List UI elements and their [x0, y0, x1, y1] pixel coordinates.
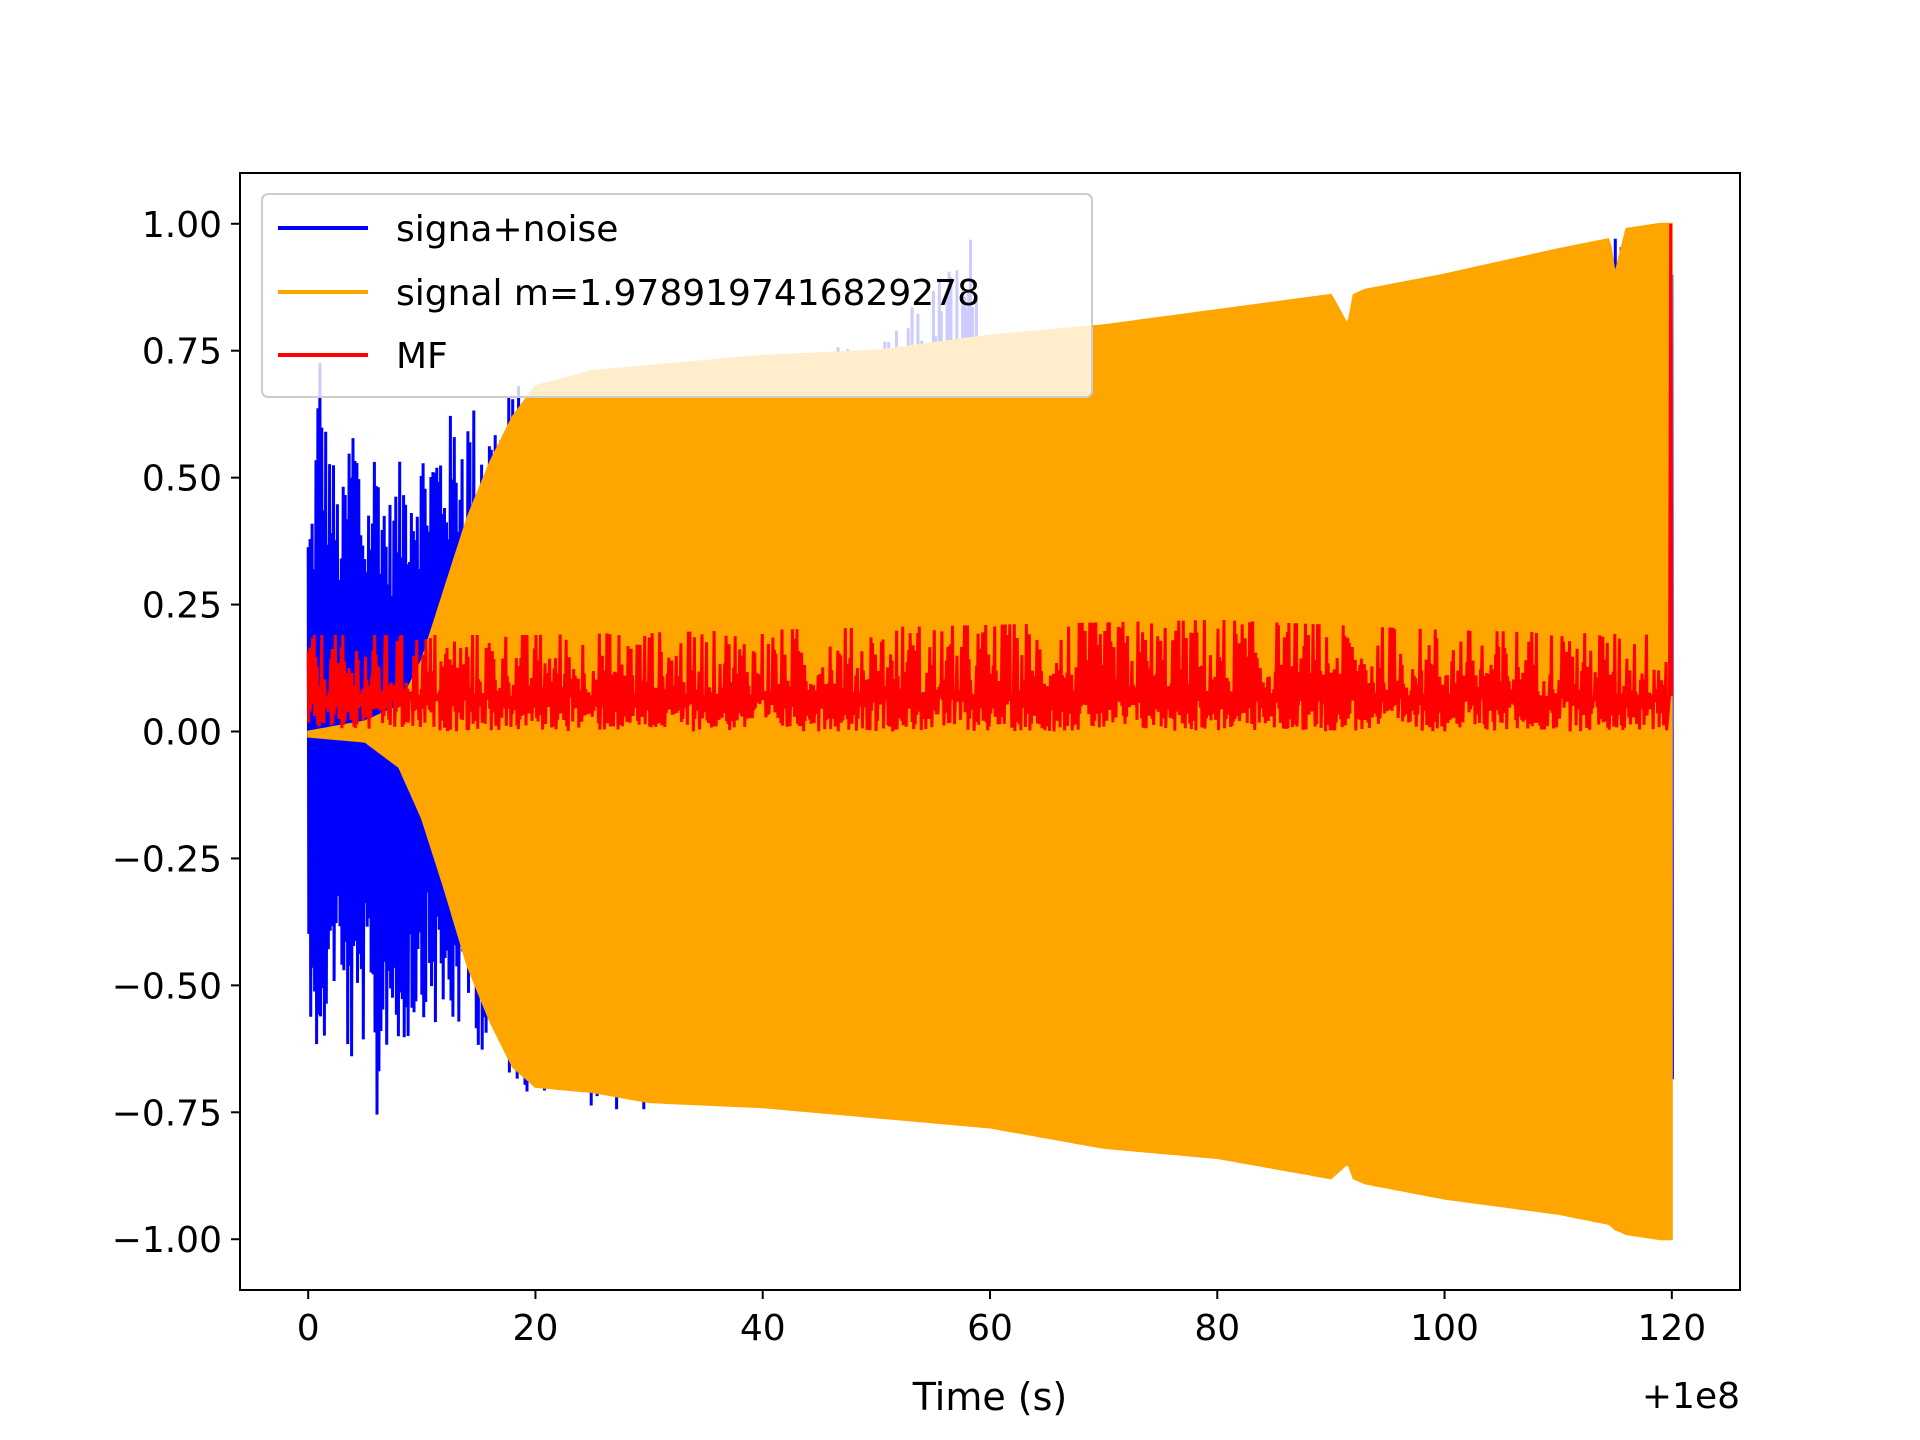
x-tick-label: 80: [1194, 1308, 1240, 1349]
legend-label-signal-noise: signa+noise: [396, 209, 618, 250]
x-tick-label: 0: [297, 1308, 320, 1349]
y-tick-label: −0.75: [112, 1093, 222, 1134]
x-tick-label: 100: [1410, 1308, 1479, 1349]
y-tick-label: 1.00: [142, 205, 222, 246]
y-tick-label: 0.75: [142, 332, 222, 373]
legend-label-mf: MF: [396, 336, 448, 377]
legend-box: [261, 193, 1093, 398]
legend: signa+noise signal m=1.9789197416829278 …: [261, 193, 1093, 398]
y-tick-label: 0.50: [142, 459, 222, 500]
y-tick-label: 0.25: [142, 586, 222, 627]
y-tick-label: −1.00: [112, 1220, 222, 1261]
x-axis-label: Time (s): [912, 1375, 1068, 1419]
x-axis-ticks: 0 20 40 60 80 100 120: [297, 1290, 1706, 1349]
y-tick-label: −0.25: [112, 839, 222, 880]
x-tick-label: 20: [513, 1308, 559, 1349]
y-tick-label: −0.50: [112, 966, 222, 1007]
plot-area: [306, 222, 1674, 1241]
series-mf-line: [306, 223, 1674, 732]
x-tick-label: 120: [1637, 1308, 1706, 1349]
x-axis-offset-label: +1e8: [1642, 1376, 1740, 1417]
y-axis-ticks: 1.00 0.75 0.50 0.25 0.00 −0.25 −0.50 −0.75 −1.00: [112, 205, 240, 1261]
x-tick-label: 40: [740, 1308, 786, 1349]
legend-label-signal: signal m=1.9789197416829278: [396, 273, 980, 314]
y-tick-label: 0.00: [142, 713, 222, 754]
series-layer: [306, 222, 1674, 1241]
x-tick-label: 60: [967, 1308, 1013, 1349]
